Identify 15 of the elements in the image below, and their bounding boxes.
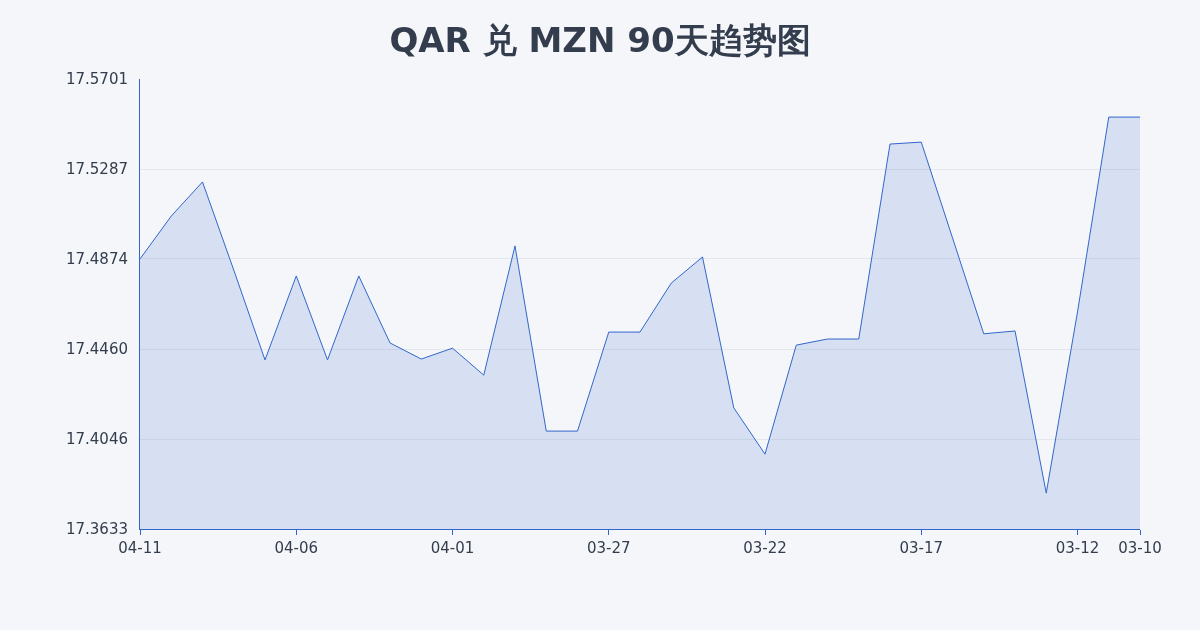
y-tick-label: 17.4874 (65, 250, 128, 269)
y-tick-label: 17.3633 (65, 520, 128, 539)
x-tick-label: 03-27 (586, 539, 631, 557)
x-tick-label: 04-01 (430, 539, 475, 557)
x-tick-label: 04-11 (118, 539, 162, 557)
y-tick-label: 17.5287 (65, 160, 128, 179)
y-tick-label: 17.4046 (65, 430, 128, 449)
chart-title: QAR 兑 MZN 90天趋势图 (389, 20, 811, 61)
x-tick-label: 03-10 (1118, 539, 1162, 557)
y-tick-label: 17.5701 (65, 70, 128, 89)
x-tick-label: 04-06 (274, 539, 319, 557)
x-tick-label: 03-22 (743, 539, 787, 557)
y-tick-label: 17.4460 (65, 340, 128, 359)
x-tick-label: 03-12 (1055, 539, 1100, 557)
x-tick-label: 03-17 (899, 539, 944, 557)
